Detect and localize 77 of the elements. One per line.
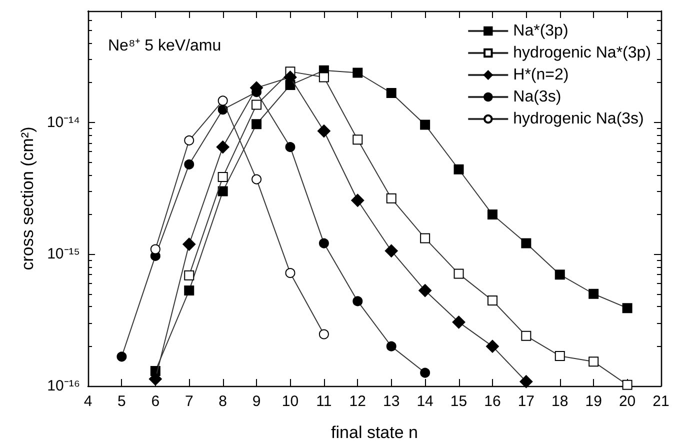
x-tick-label: 11 <box>316 393 332 410</box>
point <box>452 316 466 329</box>
legend-label: hydrogenic Na(3s) <box>513 110 644 128</box>
y-axis-title: cross section (cm²) <box>18 126 37 270</box>
y-tick-label: 10⁻¹⁵ <box>47 246 80 263</box>
point <box>318 72 329 82</box>
point <box>487 210 498 220</box>
point <box>352 68 363 78</box>
legend-label: hydrogenic Na*(3p) <box>513 44 652 62</box>
point <box>218 172 228 182</box>
x-tick-label: 16 <box>484 393 501 410</box>
point <box>148 372 162 386</box>
point <box>218 96 228 106</box>
point <box>454 268 464 279</box>
point <box>486 340 499 353</box>
x-tick-label: 6 <box>151 393 160 410</box>
x-tick-label: 10 <box>282 393 299 410</box>
legend-label: H*(n=2) <box>513 66 569 84</box>
point <box>351 194 364 207</box>
point <box>622 380 632 390</box>
x-tick-label: 18 <box>552 393 568 410</box>
point <box>554 270 565 280</box>
point <box>252 174 262 184</box>
x-tick-label: 12 <box>349 393 366 410</box>
x-tick-label: 21 <box>652 393 670 410</box>
x-tick-label: 20 <box>618 393 636 410</box>
point <box>318 329 329 340</box>
point <box>420 233 430 244</box>
point <box>352 134 363 145</box>
point <box>588 356 599 367</box>
point <box>386 88 396 98</box>
point <box>386 341 396 352</box>
x-tick-label: 4 <box>84 393 92 410</box>
x-tick-label: 9 <box>252 393 261 410</box>
point <box>384 244 398 258</box>
point <box>352 296 363 306</box>
point <box>386 193 396 204</box>
point <box>116 352 127 362</box>
x-tick-label: 15 <box>450 393 468 410</box>
y-tick-label: 10⁻¹⁴ <box>46 114 80 131</box>
point <box>184 286 194 296</box>
point <box>554 350 565 361</box>
point <box>521 238 532 248</box>
point <box>420 368 430 378</box>
point <box>622 303 632 314</box>
legend-label: Na*(3p) <box>513 22 568 40</box>
point <box>317 124 330 138</box>
point <box>285 268 296 278</box>
point <box>318 238 329 248</box>
point <box>184 159 194 170</box>
x-tick-label: 14 <box>416 393 434 410</box>
point <box>520 375 533 388</box>
point <box>420 120 430 130</box>
x-tick-label: 19 <box>585 393 602 410</box>
point <box>218 186 228 196</box>
point <box>252 119 262 130</box>
point <box>418 284 432 298</box>
x-tick-label: 17 <box>518 393 535 410</box>
point <box>216 140 230 154</box>
point <box>454 164 464 174</box>
point <box>285 142 296 152</box>
point <box>521 330 532 341</box>
x-tick-label: 13 <box>383 393 400 410</box>
point <box>184 270 194 280</box>
x-axis-title: final state n <box>331 423 418 442</box>
annotation: Ne⁸⁺ 5 keV/amu <box>108 38 222 54</box>
point <box>150 244 160 254</box>
point <box>588 288 599 299</box>
x-tick-label: 8 <box>218 393 227 410</box>
legend-label: Na(3s) <box>513 88 562 106</box>
point <box>184 135 194 146</box>
point <box>182 238 196 251</box>
point <box>487 296 498 306</box>
x-tick-label: 5 <box>118 393 126 410</box>
point <box>252 100 262 110</box>
y-tick-label: 10⁻¹⁶ <box>47 378 80 394</box>
x-tick-label: 7 <box>184 393 194 410</box>
